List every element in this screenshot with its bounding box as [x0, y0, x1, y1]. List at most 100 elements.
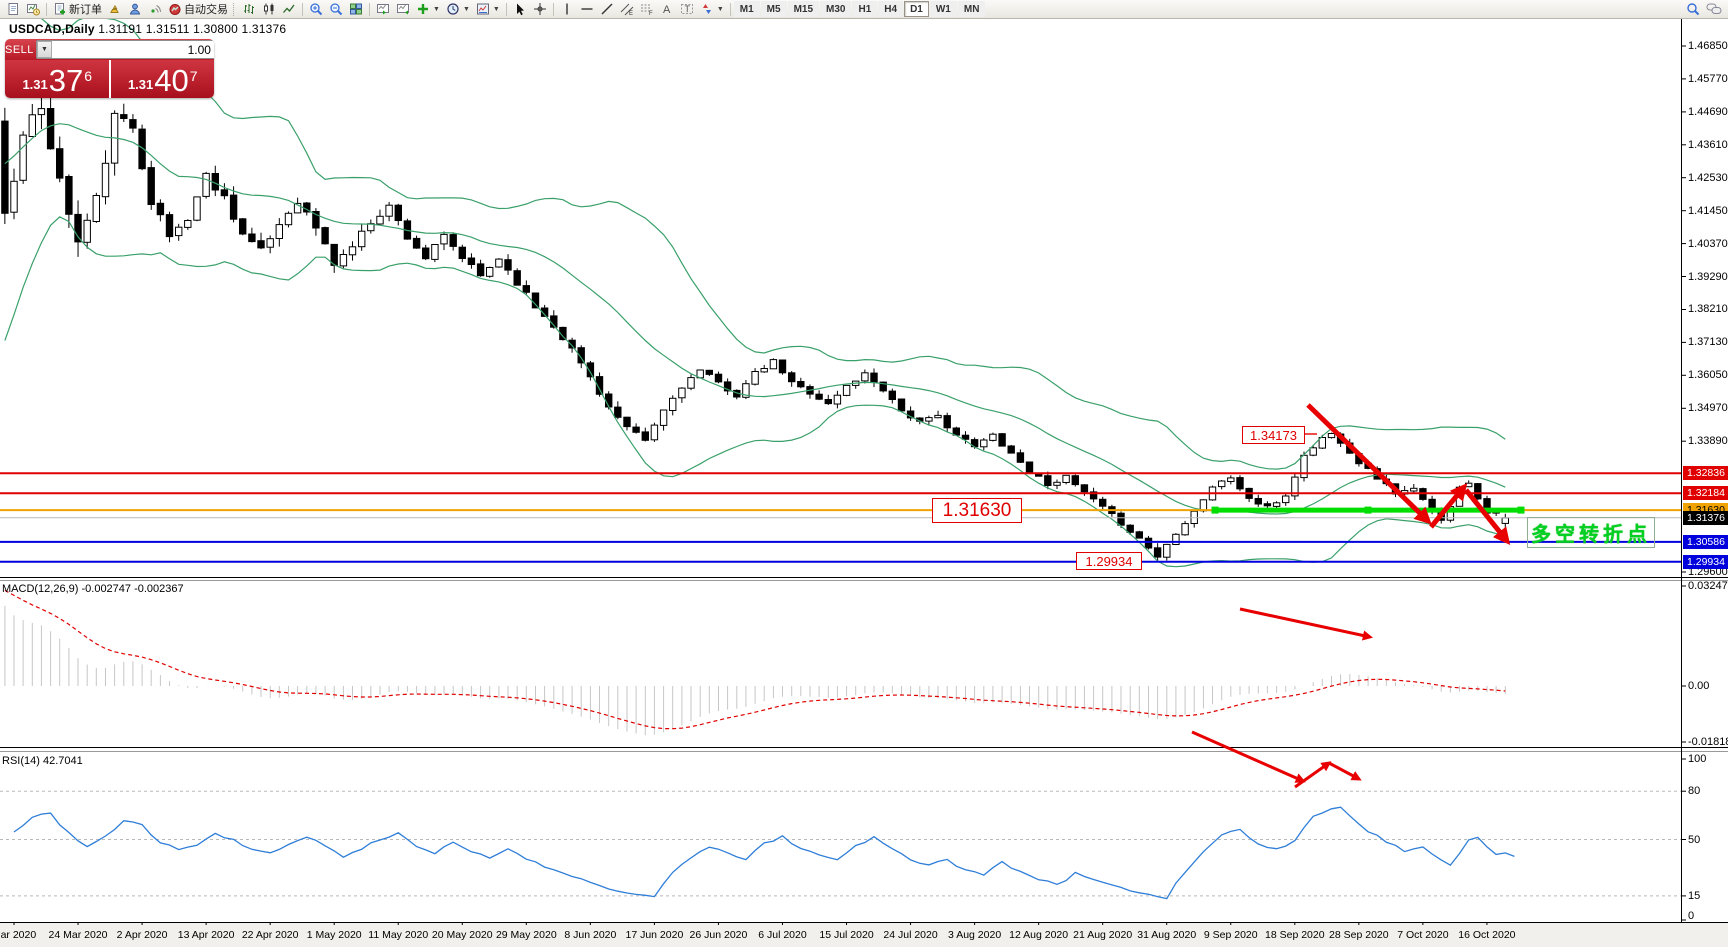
sell-price-button[interactable]: 1.31 37 6 — [5, 60, 109, 98]
vertical-line-button[interactable] — [557, 1, 577, 18]
crosshair-icon — [533, 3, 546, 15]
volume-input[interactable] — [51, 41, 214, 58]
autotrading-button[interactable]: 自动交易 — [165, 1, 231, 18]
pivot-price-label: 1.31630 — [932, 498, 1022, 523]
sell-price-sup: 6 — [84, 68, 93, 84]
deposit-button[interactable] — [105, 1, 125, 18]
timeframe-m1-button[interactable]: M1 — [733, 1, 760, 17]
svg-text:E: E — [629, 11, 633, 16]
fibonacci-button[interactable]: F — [637, 1, 657, 18]
periods-button[interactable]: ▼ — [443, 1, 473, 18]
ohlc-high: 1.31511 — [145, 22, 190, 36]
equidistant-channel-button[interactable]: E — [617, 1, 637, 18]
crosshair-button[interactable] — [530, 1, 550, 18]
bar-chart-button[interactable] — [239, 1, 259, 18]
candles-layer — [1, 92, 1509, 562]
macd-signal-line — [4, 589, 1506, 730]
search-icon — [1687, 3, 1700, 16]
macd-axis-label: -0.018182 — [1688, 736, 1728, 748]
segment-handle[interactable] — [1211, 506, 1219, 514]
rsi-axis-label: 15 — [1688, 889, 1701, 902]
auto-scroll-icon — [377, 4, 389, 15]
price-tick-label: 1.41450 — [1688, 204, 1728, 217]
date-label: 9 Sep 2020 — [1203, 929, 1258, 941]
chat-icon — [1706, 3, 1722, 14]
volume-control: ▼ ▲ — [35, 40, 214, 59]
template-icon — [476, 3, 489, 15]
line-chart-button[interactable] — [279, 1, 299, 18]
macd-signal-value: -0.002367 — [134, 583, 184, 595]
chat-button[interactable] — [1703, 1, 1725, 18]
date-label: 2 Apr 2020 — [116, 929, 168, 941]
trade-panel-prices: 1.31 37 6 1.31 40 7 — [5, 60, 214, 98]
rsi-label: RSI(14) 42.7041 — [2, 755, 83, 767]
price-tick-label: 1.37130 — [1688, 336, 1728, 349]
price-tick-label: 1.40370 — [1688, 237, 1728, 250]
date-label: 18 Sep 2020 — [1265, 929, 1325, 941]
timeframe-h1-button[interactable]: H1 — [852, 1, 878, 17]
date-label: 8 Jun 2020 — [564, 929, 617, 941]
pivot-green-segment[interactable] — [1211, 506, 1525, 514]
cursor-button[interactable] — [510, 1, 530, 18]
date-label: 12 Aug 2020 — [1009, 929, 1069, 941]
toolbar-separator — [729, 2, 731, 16]
text-label-button[interactable]: T — [677, 1, 697, 18]
buy-price-big: 40 — [154, 63, 189, 98]
date-label: 29 May 2020 — [495, 929, 557, 941]
date-label: 22 Apr 2020 — [241, 929, 299, 941]
new-order-button[interactable]: 新订单 — [50, 1, 105, 18]
search-button[interactable] — [1683, 1, 1703, 18]
chart-shift-button[interactable] — [393, 1, 413, 18]
tile-windows-button[interactable] — [346, 1, 366, 18]
trendline-button[interactable] — [597, 1, 617, 18]
timeframe-w1-button[interactable]: W1 — [929, 1, 957, 17]
vertical-line-icon — [566, 3, 568, 15]
autotrading-icon — [169, 4, 181, 15]
price-tag-1.32836: 1.32836 — [1683, 466, 1728, 481]
indicators-button[interactable]: ▼ — [413, 1, 443, 18]
strategy-tester-button[interactable] — [23, 1, 43, 18]
trend-arrows-main — [1306, 403, 1511, 545]
zoom-in-button[interactable] — [306, 1, 326, 18]
volume-decrease-button[interactable]: ▼ — [36, 41, 52, 58]
new-order-icon — [55, 3, 65, 15]
macd-label: MACD(12,26,9) -0.002747 -0.002367 — [2, 583, 184, 595]
timeframe-m15-button[interactable]: M15 — [787, 1, 820, 17]
signal-icon — [151, 5, 161, 13]
signals-button[interactable] — [145, 1, 165, 18]
date-label: 24 Mar 2020 — [48, 929, 108, 941]
rsi-axis-label: 100 — [1688, 753, 1707, 765]
timeframe-m30-button[interactable]: M30 — [820, 1, 852, 17]
macd-name: MACD(12,26,9) — [2, 583, 79, 595]
segment-handle[interactable] — [1517, 506, 1525, 514]
sell-button[interactable]: SELL — [5, 39, 34, 60]
templates-button[interactable]: ▼ — [473, 1, 503, 18]
text-button[interactable]: A — [657, 1, 677, 18]
community-button[interactable] — [125, 1, 145, 18]
timeframe-mn-button[interactable]: MN — [957, 1, 986, 17]
toolbar-separator — [369, 2, 370, 16]
timeframe-m5-button[interactable]: M5 — [760, 1, 787, 17]
auto-scroll-button[interactable] — [373, 1, 393, 18]
turning-point-label: 多空转折点 — [1527, 517, 1655, 548]
buy-price-button[interactable]: 1.31 40 7 — [110, 60, 214, 98]
zoom-out-button[interactable] — [326, 1, 346, 18]
date-label: 28 Sep 2020 — [1329, 929, 1389, 941]
price-tick-label: 1.42530 — [1688, 171, 1728, 184]
timeframe-h4-button[interactable]: H4 — [878, 1, 904, 17]
date-label: 16 Oct 2020 — [1458, 929, 1516, 941]
candlestick-chart-button[interactable] — [259, 1, 279, 18]
new-window-button[interactable] — [3, 1, 23, 18]
horizontal-line-button[interactable] — [577, 1, 597, 18]
timeframe-d1-button[interactable]: D1 — [904, 1, 929, 17]
horizontal-line-icon — [581, 8, 593, 10]
date-label: 17 Jun 2020 — [625, 929, 684, 941]
price-tick-label: 1.29600 — [1688, 566, 1728, 578]
price-tag-1.32184: 1.32184 — [1683, 486, 1728, 501]
segment-handle[interactable] — [1364, 506, 1372, 514]
toolbar-separator — [552, 2, 554, 16]
arrows-button[interactable]: ▼ — [697, 1, 727, 18]
panel-borders — [0, 18, 1728, 925]
